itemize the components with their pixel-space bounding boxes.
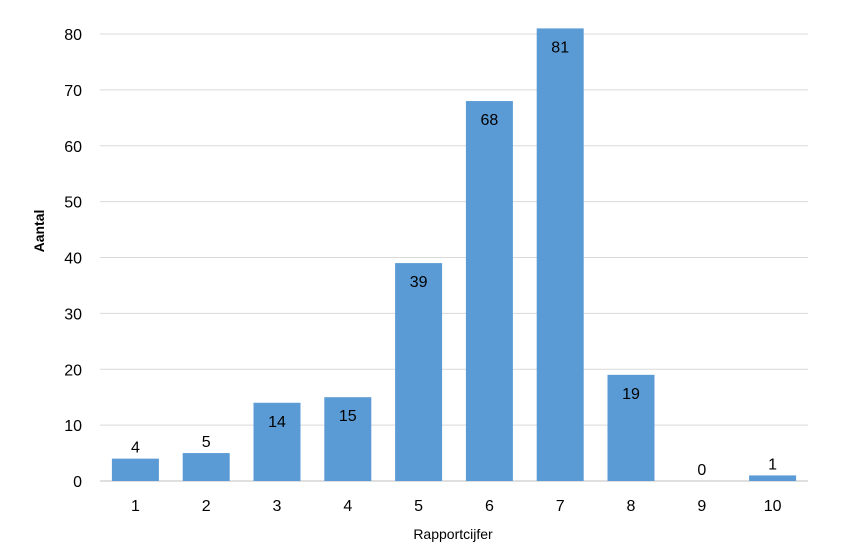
bar [395,263,443,481]
x-tick-label: 10 [764,498,782,515]
x-axis-ticks: 1 2 3 4 5 6 7 8 9 10 [131,498,782,515]
y-tick-label: 0 [73,474,82,491]
data-label: 68 [481,112,499,129]
bar [182,453,230,481]
bar [607,374,655,481]
x-tick-label: 8 [627,498,636,515]
y-tick-label: 80 [64,27,82,44]
data-labels: 4 5 14 15 39 68 81 19 0 1 [131,39,777,479]
bars [111,28,797,482]
bar [749,475,797,481]
bar [465,101,513,482]
data-label: 39 [410,274,428,291]
x-tick-label: 9 [697,498,706,515]
y-tick-label: 30 [64,306,82,323]
x-tick-label: 3 [273,498,282,515]
bar [324,397,372,481]
x-axis-title: Rapportcijfer [413,526,493,542]
data-label: 14 [268,414,286,431]
x-tick-label: 5 [414,498,423,515]
bar [253,402,301,481]
gridlines [100,33,808,482]
y-axis-ticks: 0 10 20 30 40 50 60 70 80 [64,27,82,491]
x-tick-label: 1 [131,498,140,515]
y-tick-label: 20 [64,362,82,379]
y-tick-label: 70 [64,83,82,100]
data-label: 19 [622,386,640,403]
bar [536,28,584,481]
x-tick-label: 6 [485,498,494,515]
data-label: 81 [551,39,569,56]
x-tick-label: 7 [556,498,565,515]
data-label: 4 [131,440,140,457]
y-tick-label: 60 [64,139,82,156]
bar [111,458,159,481]
x-tick-label: 4 [343,498,352,515]
data-label: 5 [202,434,211,451]
y-tick-label: 40 [64,251,82,268]
data-label: 1 [768,456,777,473]
y-tick-label: 50 [64,195,82,212]
y-axis-title: Aantal [31,210,47,253]
data-label: 0 [697,462,706,479]
data-label: 15 [339,408,357,425]
y-tick-label: 10 [64,418,82,435]
x-tick-label: 2 [202,498,211,515]
